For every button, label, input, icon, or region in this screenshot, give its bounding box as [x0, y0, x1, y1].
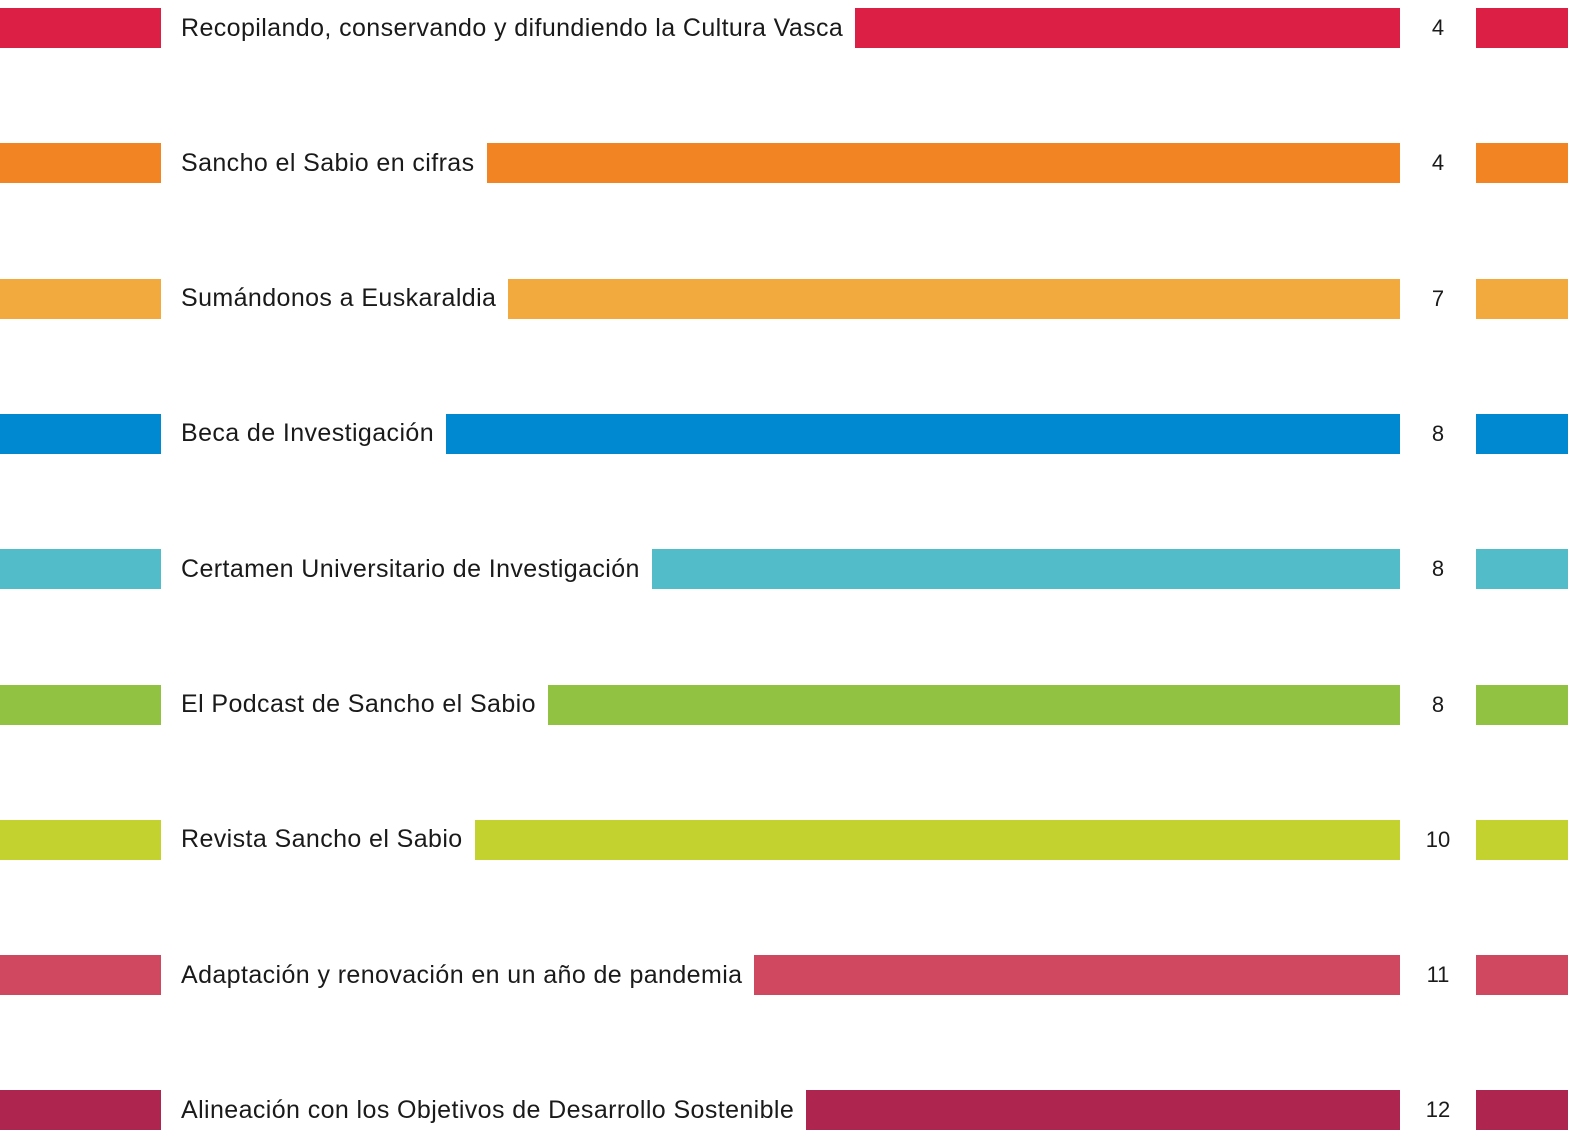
color-bar	[1476, 549, 1568, 590]
color-bar	[0, 143, 161, 184]
toc-entry: El Podcast de Sancho el Sabio 8	[0, 684, 1568, 725]
color-bar	[1476, 1090, 1568, 1131]
entry-title: Sancho el Sabio en cifras	[181, 148, 475, 177]
toc-entry: Beca de Investigación 8	[0, 413, 1568, 454]
color-bar	[0, 819, 161, 860]
color-bar	[474, 819, 1400, 860]
color-bar	[547, 684, 1400, 725]
color-bar	[1476, 143, 1568, 184]
page-number: 10	[1425, 826, 1451, 852]
page-number: 7	[1431, 285, 1445, 311]
page-number: 4	[1431, 15, 1445, 40]
toc-entry: Alineación con los Objetivos de Desarrol…	[0, 1090, 1568, 1131]
entry-title: Certamen Universitario de Investigación	[181, 554, 640, 583]
toc-entry: Revista Sancho el Sabio 10	[0, 819, 1568, 860]
color-bar	[486, 143, 1400, 184]
entry-title: Alineación con los Objetivos de Desarrol…	[181, 1095, 795, 1124]
color-bar	[806, 1090, 1400, 1131]
page-number: 11	[1426, 962, 1450, 988]
color-bar	[508, 278, 1400, 319]
color-bar	[1476, 8, 1568, 48]
color-bar	[0, 8, 161, 48]
color-bar	[0, 955, 161, 996]
color-bar	[0, 1090, 161, 1131]
toc-entry: Adaptación y renovación en un año de pan…	[0, 955, 1568, 996]
color-bar	[1476, 955, 1568, 996]
entry-title: Revista Sancho el Sabio	[181, 825, 463, 854]
color-bar	[651, 549, 1400, 590]
color-bar	[0, 413, 161, 454]
color-bar	[0, 549, 161, 590]
color-bar	[1476, 684, 1568, 725]
color-bar	[1476, 819, 1568, 860]
toc-entry: Sancho el Sabio en cifras 4	[0, 143, 1568, 184]
entry-title: Recopilando, conservando y difundiendo l…	[181, 13, 844, 42]
entry-title: El Podcast de Sancho el Sabio	[181, 690, 536, 718]
color-bar	[0, 684, 161, 725]
entry-title: Adaptación y renovación en un año de pan…	[181, 960, 743, 989]
toc-entry: Recopilando, conservando y difundiendo l…	[0, 8, 1568, 48]
color-bar	[855, 8, 1400, 48]
page-number: 12	[1425, 1097, 1451, 1123]
color-bar	[754, 955, 1400, 996]
color-bar	[1476, 278, 1568, 319]
page-number: 8	[1431, 420, 1445, 446]
color-bar	[0, 278, 161, 319]
page-number: 8	[1431, 556, 1445, 582]
page-number: 4	[1431, 150, 1445, 176]
color-bar	[446, 413, 1400, 454]
color-bar	[1476, 413, 1568, 454]
page-number: 8	[1431, 691, 1445, 717]
toc-entry: Certamen Universitario de Investigación 8	[0, 549, 1568, 590]
toc-entry: Sumándonos a Euskaraldia 7	[0, 278, 1568, 319]
entry-title: Beca de Investigación	[181, 419, 435, 448]
entry-title: Sumándonos a Euskaraldia	[181, 284, 497, 313]
